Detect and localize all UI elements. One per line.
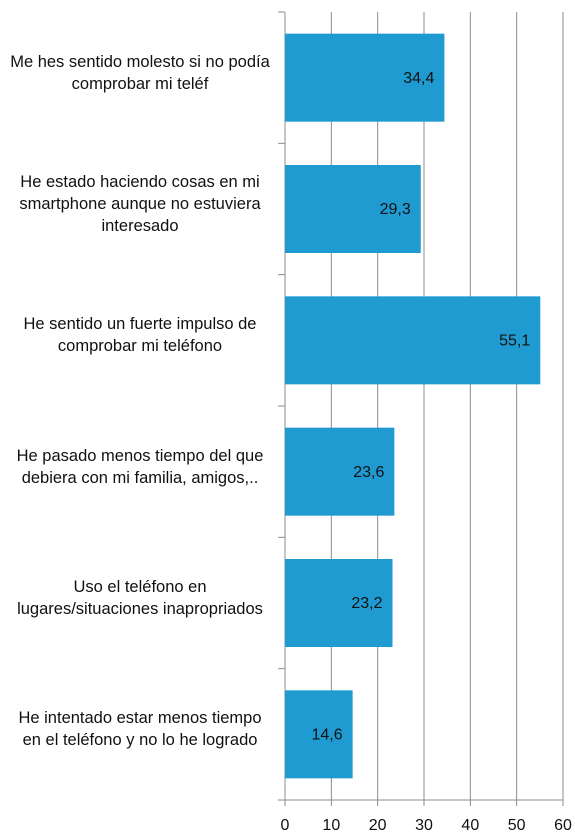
value-label: 29,3 [380, 201, 411, 218]
x-tick-label: 30 [415, 817, 433, 834]
x-tick-label: 0 [281, 817, 290, 834]
bar [285, 165, 421, 253]
value-label: 14,6 [312, 727, 343, 744]
x-tick-label: 10 [322, 817, 340, 834]
bar [285, 33, 445, 122]
category-label: Uso el teléfono en lugares/situaciones i… [17, 578, 263, 618]
value-label: 55,1 [499, 333, 530, 350]
value-label: 23,6 [353, 464, 384, 481]
x-tick-label: 60 [554, 817, 572, 834]
category-label: He sentido un fuerte impulso de comproba… [23, 315, 257, 356]
x-tick-label: 50 [508, 817, 526, 834]
category-label: He estado haciendo cosas en mi smartphon… [19, 173, 261, 235]
bar [285, 296, 541, 385]
bar [285, 690, 353, 779]
category-label: He pasado menos tiempo del que debiera c… [16, 446, 264, 487]
bar [285, 427, 395, 516]
value-label: 23,2 [351, 595, 382, 612]
value-label: 34,4 [403, 70, 434, 87]
x-tick-label: 40 [461, 817, 479, 834]
x-tick-label: 20 [369, 817, 387, 834]
category-label: He intentado estar menos tiempo en el te… [18, 709, 262, 750]
bar [285, 559, 393, 647]
category-label: Me hes sentido molesto si no podía compr… [10, 52, 270, 93]
